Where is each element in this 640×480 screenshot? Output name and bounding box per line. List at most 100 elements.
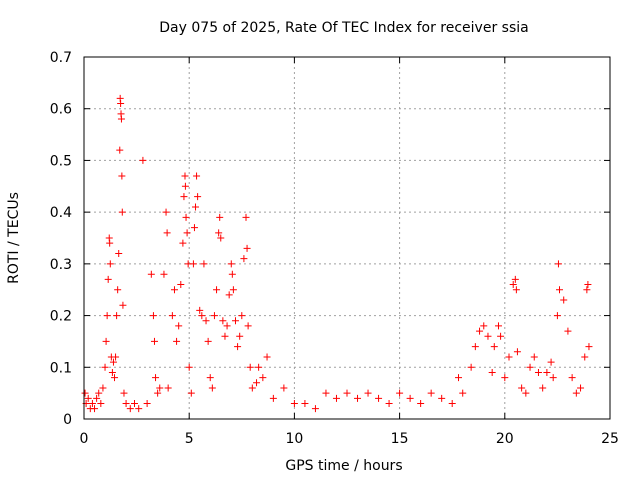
x-tick-label: 25 [601, 431, 619, 447]
data-point [163, 229, 171, 237]
data-point [332, 394, 340, 402]
y-tick-label: 0.2 [50, 309, 72, 325]
data-point [584, 281, 592, 289]
data-point [471, 343, 479, 351]
data-point [99, 384, 107, 392]
data-point [248, 384, 256, 392]
data-point [180, 193, 188, 201]
data-point [301, 399, 309, 407]
data-point [108, 368, 116, 376]
data-point [185, 363, 193, 371]
data-point [81, 389, 89, 397]
data-point [118, 208, 126, 216]
data-point [459, 389, 467, 397]
data-point [246, 363, 254, 371]
data-point [116, 146, 124, 154]
data-point [204, 337, 212, 345]
data-point [115, 250, 123, 258]
data-point [183, 229, 191, 237]
x-tick-label: 10 [285, 431, 303, 447]
data-point [106, 239, 114, 247]
data-point [228, 270, 236, 278]
x-tick-label: 5 [185, 431, 194, 447]
data-point [84, 394, 92, 402]
data-point [505, 353, 513, 361]
data-point [549, 374, 557, 382]
data-point [210, 312, 218, 320]
data-point [117, 100, 125, 108]
data-point [192, 203, 200, 211]
data-point [259, 374, 267, 382]
data-point [126, 405, 134, 413]
data-point [181, 172, 189, 180]
data-point [234, 343, 242, 351]
x-tick-label: 20 [496, 431, 514, 447]
data-point [269, 394, 277, 402]
data-point [104, 275, 112, 283]
data-point [518, 384, 526, 392]
data-point [221, 332, 229, 340]
y-tick-label: 0.6 [50, 102, 72, 118]
data-point [194, 193, 202, 201]
data-point [208, 384, 216, 392]
data-point [213, 286, 221, 294]
y-tick-label: 0.4 [50, 205, 72, 221]
data-point [438, 394, 446, 402]
data-point [117, 115, 125, 123]
data-point [147, 270, 155, 278]
data-point [572, 389, 580, 397]
data-point [231, 317, 239, 325]
data-point [119, 301, 127, 309]
data-point [88, 399, 96, 407]
data-point [560, 296, 568, 304]
data-point [162, 208, 170, 216]
data-point [177, 281, 185, 289]
data-points [81, 94, 593, 413]
data-point [568, 374, 576, 382]
data-point [160, 270, 168, 278]
data-point [229, 286, 237, 294]
data-point [164, 384, 172, 392]
data-point [417, 399, 425, 407]
data-point [156, 384, 164, 392]
data-point [530, 353, 538, 361]
data-point [139, 156, 147, 164]
grid [84, 57, 610, 419]
data-point [193, 172, 201, 180]
data-point [455, 374, 463, 382]
data-point [375, 394, 383, 402]
data-point [93, 394, 101, 402]
data-point [539, 384, 547, 392]
data-point [476, 327, 484, 335]
data-point [109, 358, 117, 366]
data-point [564, 327, 572, 335]
data-point [448, 399, 456, 407]
data-point [187, 389, 195, 397]
data-point [263, 353, 271, 361]
data-point [91, 405, 99, 413]
data-point [583, 286, 591, 294]
data-point [101, 363, 109, 371]
data-point [494, 322, 502, 330]
data-point [154, 389, 162, 397]
data-point [526, 363, 534, 371]
y-tick-label: 0.5 [50, 153, 72, 169]
plot-frame [83, 56, 611, 420]
data-point [219, 317, 227, 325]
data-point [512, 286, 520, 294]
data-point [238, 312, 246, 320]
y-tick-label: 0.1 [50, 360, 72, 376]
data-point [396, 389, 404, 397]
data-point [97, 399, 105, 407]
data-point [113, 312, 121, 320]
data-point [120, 389, 128, 397]
data-point [143, 399, 151, 407]
data-point [513, 348, 521, 356]
data-point [501, 374, 509, 382]
data-point [227, 260, 235, 268]
chart-title: Day 075 of 2025, Rate Of TEC Index for r… [159, 20, 528, 36]
data-point [175, 322, 183, 330]
data-point [343, 389, 351, 397]
data-point [149, 312, 157, 320]
data-point [206, 374, 214, 382]
